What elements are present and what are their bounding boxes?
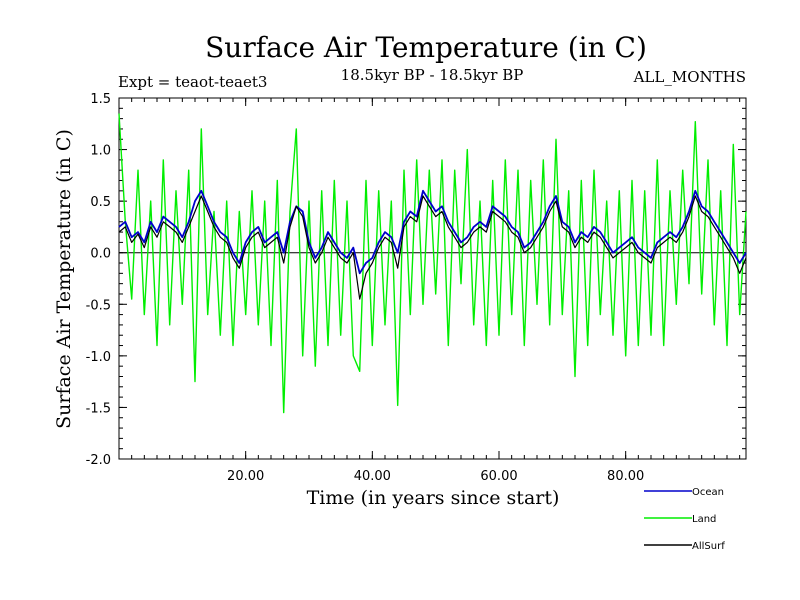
y-tick-label: -0.5 [86, 298, 111, 313]
ocean-series-line [118, 189, 747, 275]
experiment-label: Expt = teaot-teaet3 [118, 73, 267, 91]
x-tick-label: 40.00 [354, 469, 391, 484]
y-tick-label: -2.0 [86, 453, 111, 468]
y-tick-label: -1.0 [86, 350, 111, 365]
period-label: 18.5kyr BP - 18.5kyr BP [341, 66, 524, 84]
legend-land-label: Land [692, 514, 716, 525]
legend: Ocean Land AllSurf [644, 487, 725, 552]
legend-ocean-label: Ocean [692, 487, 724, 498]
ocean-series [118, 189, 747, 275]
chart-title: Surface Air Temperature (in C) [205, 31, 647, 64]
x-tick-label: 20.00 [227, 469, 264, 484]
y-tick-label: -1.5 [86, 401, 111, 416]
legend-allsurf-label: AllSurf [692, 541, 725, 552]
land-series [118, 113, 747, 414]
y-tick-label: 0.0 [90, 247, 111, 262]
plot-frame [118, 97, 747, 460]
y-tick-label: 0.5 [90, 195, 111, 210]
allsurf-series-line [118, 195, 747, 300]
axis-ticks: -2.0 -1.5 -1.0 -0.5 0.0 0.5 1.0 1.5 20.00 40.00 60… [86, 92, 746, 484]
land-series-line [118, 113, 747, 414]
y-tick-label: 1.5 [90, 92, 111, 107]
x-tick-label: 60.00 [480, 469, 517, 484]
allsurf-series [118, 195, 747, 300]
x-tick-label: 80.00 [607, 469, 644, 484]
y-tick-label: 1.0 [90, 144, 111, 159]
months-label: ALL_MONTHS [633, 68, 746, 86]
x-axis-label: Time (in years since start) [307, 487, 560, 509]
y-axis-label: Surface Air Temperature (in C) [53, 129, 75, 429]
